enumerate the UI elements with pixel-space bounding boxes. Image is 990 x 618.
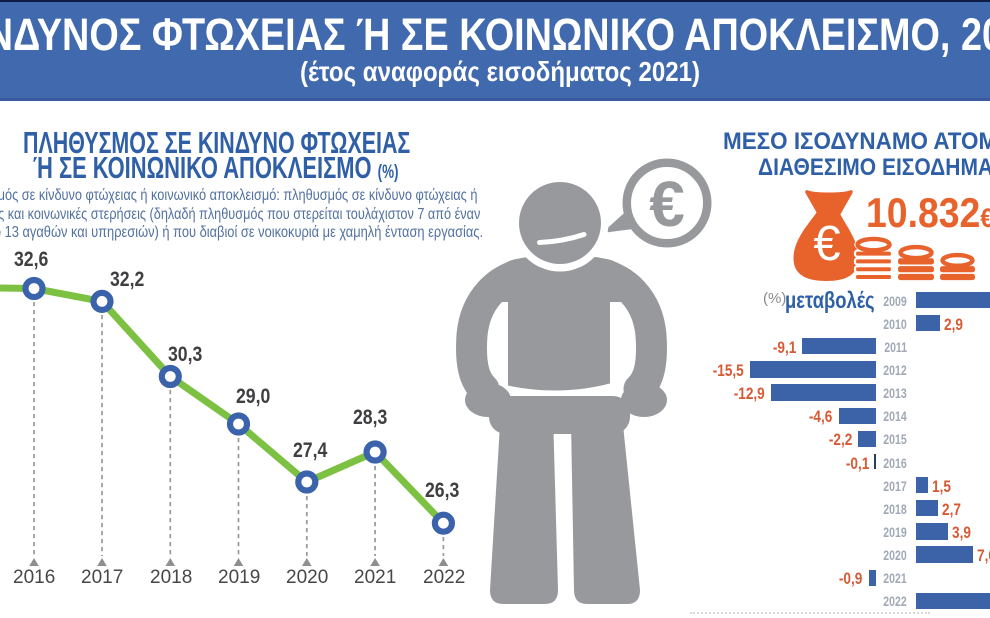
svg-text:€: € (649, 168, 685, 240)
svg-text:€: € (813, 217, 840, 271)
